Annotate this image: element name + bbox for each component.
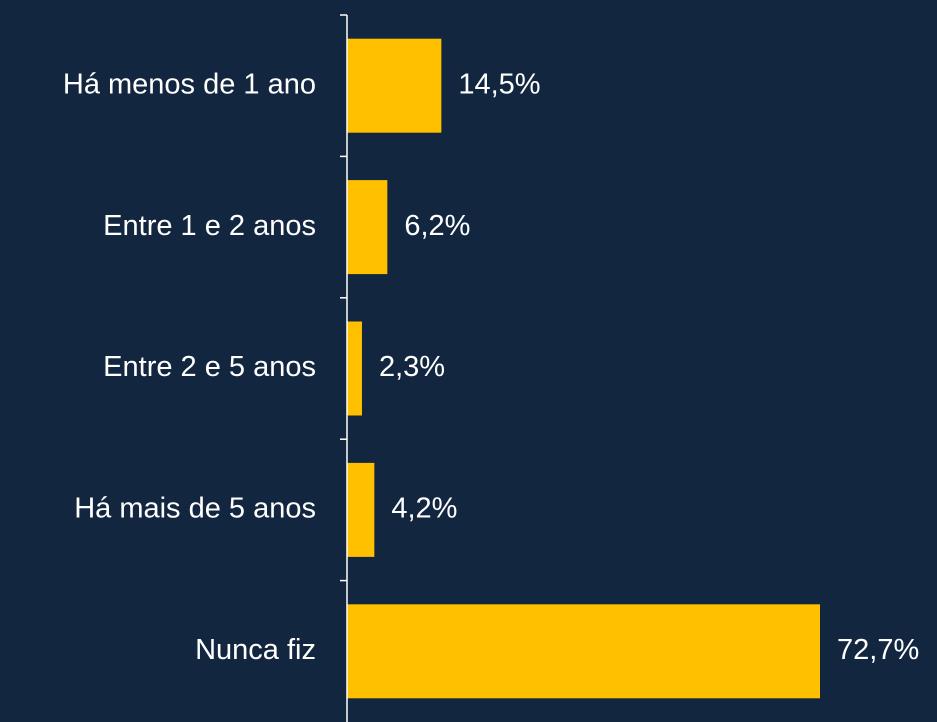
bar [347,38,442,133]
y-tick-label: Nunca fiz [195,634,316,666]
y-tick-label: Entre 1 e 2 anos [103,210,316,242]
y-tick-label: Há mais de 5 anos [74,493,316,525]
data-label: 72,7% [837,634,919,666]
y-tick-label: Entre 2 e 5 anos [103,351,316,383]
bar [347,180,388,275]
data-label: 14,5% [458,68,540,100]
bar [347,462,375,557]
data-label: 6,2% [404,210,470,242]
data-label: 4,2% [391,493,457,525]
y-tick-label: Há menos de 1 ano [63,68,316,100]
data-label: 2,3% [379,351,445,383]
bar [347,321,362,416]
bar [347,604,820,699]
